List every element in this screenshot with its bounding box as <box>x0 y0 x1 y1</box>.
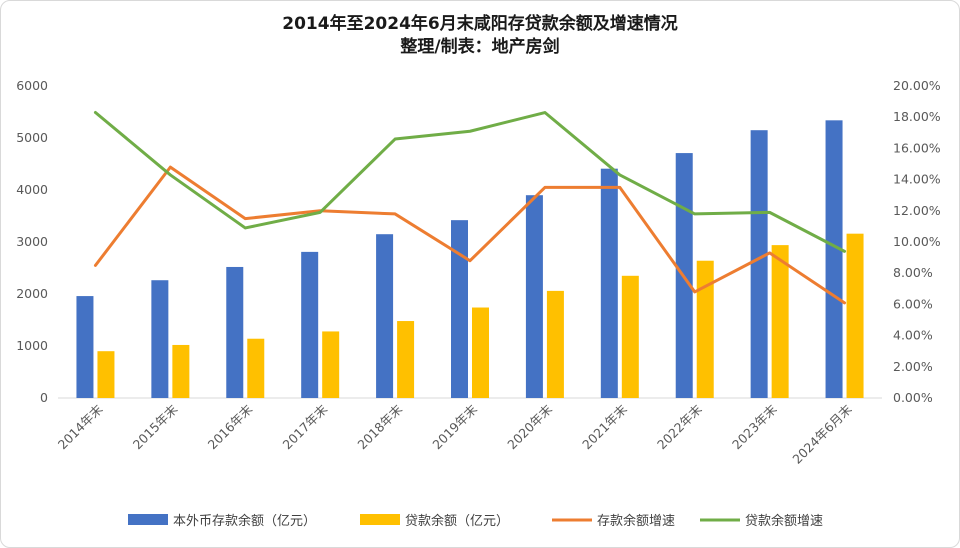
y-axis-left: 0 1000 2000 3000 4000 5000 6000 <box>16 78 48 405</box>
y-right-tick-label: 4.00% <box>893 328 933 343</box>
x-tick-label: 2018年末 <box>354 401 405 452</box>
y-left-tick-label: 3000 <box>16 234 48 249</box>
deposit-bar <box>301 251 319 398</box>
y-axis-right: 0.00% 2.00% 4.00% 6.00% 8.00% 10.00% 12.00% 14.… <box>893 78 941 405</box>
y-right-tick-label: 18.00% <box>893 109 941 124</box>
deposit-bar <box>600 168 618 398</box>
loan-bar <box>322 331 340 398</box>
loan-bar <box>771 245 789 398</box>
chart-subtitle: 整理/制表：地产房剑 <box>400 36 559 57</box>
legend: 本外币存款余额（亿元） 贷款余额（亿元） 存款余额增速 贷款余额增速 <box>128 513 823 529</box>
legend-swatch <box>128 514 168 525</box>
loan-bar <box>97 351 115 398</box>
legend-label: 贷款余额增速 <box>745 513 823 529</box>
deposit-bar <box>226 266 244 398</box>
deposit-bar <box>151 280 169 398</box>
y-right-tick-label: 12.00% <box>893 203 941 218</box>
x-tick-label: 2016年末 <box>205 401 256 452</box>
deposit-bar <box>525 195 543 398</box>
bar-series <box>76 120 864 398</box>
y-left-tick-label: 5000 <box>16 130 48 145</box>
loan-bar <box>846 233 864 398</box>
loan-bar <box>397 321 415 398</box>
deposit-growth-line <box>93 165 847 305</box>
y-right-tick-label: 2.00% <box>893 359 933 374</box>
x-tick-label: 2020年末 <box>504 401 555 452</box>
y-left-tick-label: 0 <box>40 390 48 405</box>
y-left-tick-label: 1000 <box>16 338 48 353</box>
deposit-bar <box>451 220 468 398</box>
legend-swatch <box>360 514 400 525</box>
loan-bar <box>247 338 265 398</box>
y-right-tick-label: 20.00% <box>893 78 941 93</box>
y-right-tick-label: 8.00% <box>893 265 933 280</box>
legend-label: 本外币存款余额（亿元） <box>173 513 316 529</box>
loan-growth-line <box>93 111 847 253</box>
loan-bar <box>696 260 714 398</box>
y-right-tick-label: 6.00% <box>893 296 933 311</box>
chart-title: 2014年至2024年6月末咸阳存贷款余额及增速情况 <box>282 13 677 34</box>
loan-bar <box>546 290 564 398</box>
x-axis: 2014年末 2015年末 2016年末 2017年末 2018年末 2019年末 2020… <box>55 401 855 467</box>
loan-bar <box>172 344 190 398</box>
x-tick-label: 2015年末 <box>130 401 181 452</box>
x-tick-label: 2017年末 <box>280 401 331 452</box>
y-right-tick-label: 10.00% <box>893 234 941 249</box>
y-left-tick-label: 2000 <box>16 286 48 301</box>
y-left-tick-label: 4000 <box>16 182 48 197</box>
x-tick-label: 2019年末 <box>429 401 480 452</box>
deposit-bar <box>76 296 94 398</box>
deposit-bar <box>825 120 843 398</box>
y-right-tick-label: 16.00% <box>893 140 941 155</box>
line-series <box>93 111 847 305</box>
x-tick-label: 2023年末 <box>729 401 780 452</box>
loan-bar <box>472 307 489 398</box>
deposit-bar <box>376 234 394 398</box>
x-tick-label: 2021年末 <box>579 401 630 452</box>
legend-label: 存款余额增速 <box>597 513 675 529</box>
deposit-bar <box>750 130 768 398</box>
legend-label: 贷款余额（亿元） <box>405 513 509 529</box>
x-tick-label: 2024年6月末 <box>789 401 855 467</box>
y-right-tick-label: 0.00% <box>893 390 933 405</box>
y-left-tick-label: 6000 <box>16 78 48 93</box>
x-tick-label: 2014年末 <box>55 401 106 452</box>
x-tick-label: 2022年末 <box>654 401 705 452</box>
y-right-tick-label: 14.00% <box>893 172 941 187</box>
loan-bar <box>621 275 639 398</box>
